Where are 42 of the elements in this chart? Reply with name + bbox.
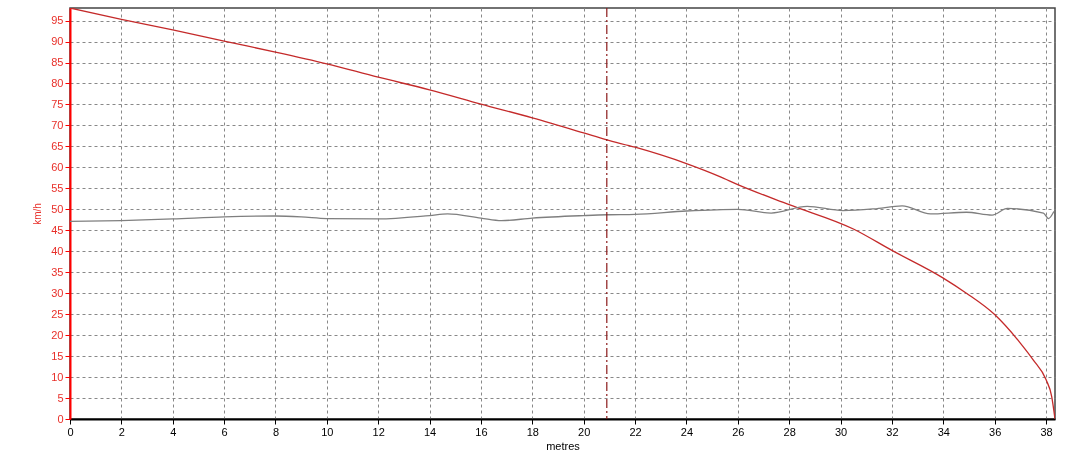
x-tick-label: 26: [732, 425, 745, 438]
x-axis-title: metres: [546, 439, 581, 452]
x-tick-label: 14: [423, 425, 437, 438]
y-tick-label: 15: [51, 349, 64, 362]
x-tick-label: 6: [221, 425, 228, 438]
y-tick-label: 90: [51, 35, 64, 48]
x-tick-label: 30: [834, 425, 848, 438]
x-tick-label: 36: [989, 425, 1002, 438]
y-tick-label: 25: [51, 307, 64, 320]
y-axis-title: km/h: [32, 203, 44, 225]
y-tick-label: 10: [51, 370, 64, 383]
y-tick-label: 30: [51, 286, 64, 299]
y-tick-label: 70: [51, 118, 64, 131]
y-tick-label: 60: [51, 160, 64, 173]
y-tick-label: 5: [57, 391, 64, 404]
x-tick-label: 24: [680, 425, 694, 438]
x-tick-label: 12: [372, 425, 385, 438]
y-tick-label: 65: [51, 139, 64, 152]
y-tick-label: 75: [51, 97, 64, 110]
y-tick-label: 55: [51, 181, 64, 194]
x-tick-label: 18: [526, 425, 539, 438]
x-tick-label: 38: [1040, 425, 1053, 438]
x-tick-label: 10: [321, 425, 334, 438]
x-tick-label: 34: [937, 425, 950, 438]
y-tick-label: 85: [51, 56, 64, 69]
x-tick-label: 28: [783, 425, 796, 438]
y-tick-label: 0: [57, 412, 64, 425]
y-tick-label: 40: [51, 244, 64, 257]
y-tick-label: 20: [51, 328, 64, 341]
x-tick-label: 0: [67, 425, 74, 438]
x-tick-label: 22: [629, 425, 642, 438]
x-tick-label: 16: [475, 425, 488, 438]
y-tick-label: 35: [51, 265, 64, 278]
x-tick-label: 2: [118, 425, 125, 438]
y-tick-label: 50: [51, 202, 64, 215]
x-tick-label: 4: [170, 425, 177, 438]
y-tick-label: 80: [51, 76, 64, 89]
y-tick-label: 95: [51, 14, 64, 27]
x-tick-label: 20: [578, 425, 591, 438]
y-tick-label: 45: [51, 223, 64, 236]
x-tick-label: 32: [886, 425, 899, 438]
x-tick-label: 8: [272, 425, 280, 438]
